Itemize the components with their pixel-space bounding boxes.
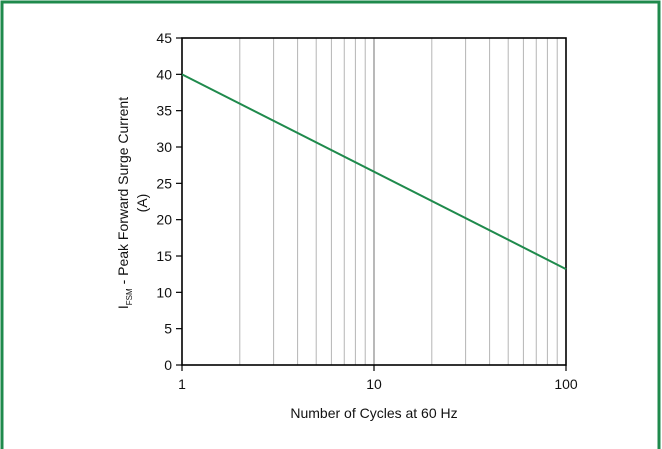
y-axis-label-subscript: FSM	[125, 288, 134, 305]
x-tick-label: 100	[554, 376, 578, 392]
series-group	[181, 73, 567, 270]
y-tick-label: 45	[156, 30, 172, 46]
y-tick-labels: 0 5 10 15 20 25 30 35 40 45	[156, 30, 182, 373]
grid-lines	[239, 38, 558, 365]
y-tick-label: 35	[156, 103, 172, 119]
y-axis-label-text: - Peak Forward Surge Current	[115, 97, 131, 289]
x-tick-label: 1	[178, 376, 186, 392]
y-axis-unit: (A)	[134, 194, 150, 213]
series-line	[181, 73, 567, 270]
y-axis-label: IFSM - Peak Forward Surge Current	[115, 97, 134, 309]
y-tick-label: 25	[156, 175, 172, 191]
y-tick-label: 0	[164, 357, 172, 373]
y-tick-label: 10	[156, 284, 172, 300]
plot-area: 0 5 10 15 20 25 30 35 40 45 1 10 100	[156, 30, 577, 392]
x-axis-label: Number of Cycles at 60 Hz	[290, 405, 457, 421]
y-tick-label: 5	[164, 321, 172, 337]
x-tick-label: 10	[366, 376, 382, 392]
y-tick-label: 30	[156, 139, 172, 155]
y-tick-label: 40	[156, 66, 172, 82]
y-tick-label: 15	[156, 248, 172, 264]
y-tick-label: 20	[156, 212, 172, 228]
x-tick-labels: 1 10 100	[178, 365, 578, 392]
y-axis-label-symbol: I	[115, 305, 131, 309]
